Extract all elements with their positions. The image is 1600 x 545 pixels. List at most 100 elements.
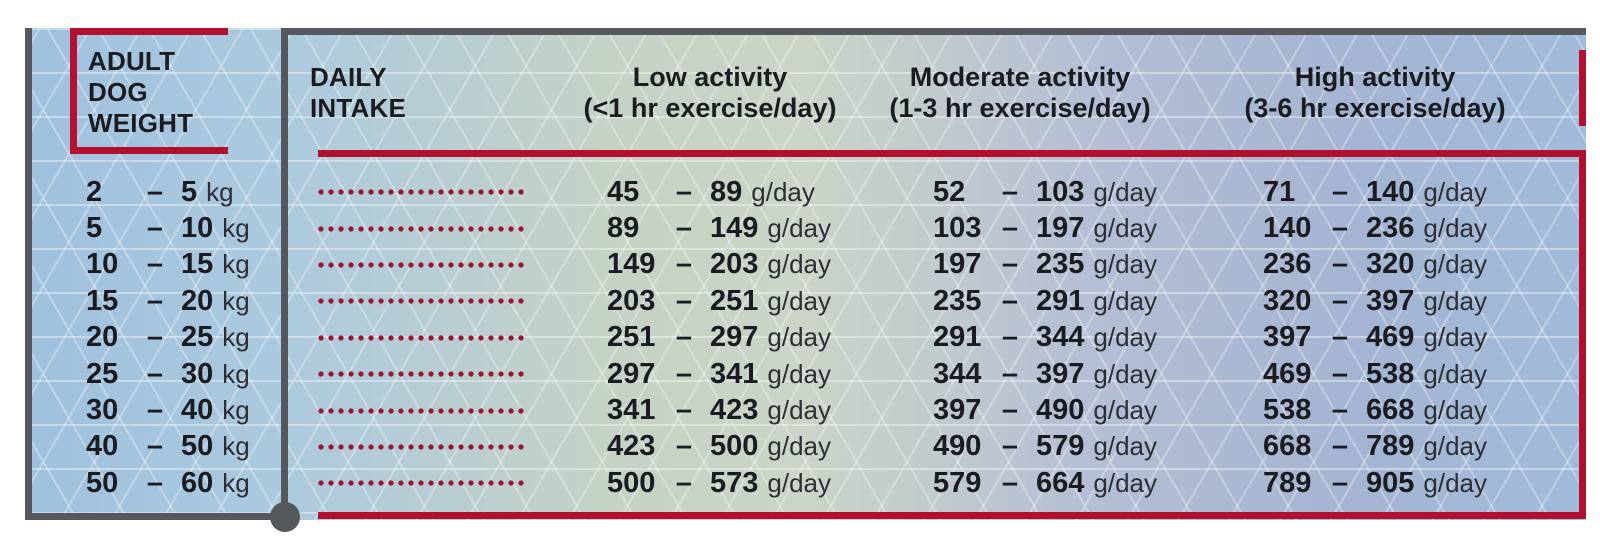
range-end-cell: 320 g/day [1355,248,1563,281]
table-row: 45 –89 g/day [607,174,907,210]
range-end-cell: 251 g/day [699,285,907,318]
table-row [318,174,524,210]
table-row: 25–30 kg [86,356,286,392]
table-row: 320–397 g/day [1263,283,1563,319]
range-start-value: 397 [1263,321,1312,354]
low-activity-title: Low activity [632,62,788,92]
range-end-value: 140 [1366,175,1415,208]
unit-label: kg [222,358,250,389]
dotted-leader-line [318,261,524,268]
range-end-value: 60 [181,466,214,499]
range-dash: – [1331,430,1349,463]
range-end-value: 103 [1036,175,1085,208]
unit-label: g/day [751,176,815,207]
table-row: 297–341 g/day [607,356,907,392]
range-end-value: 297 [710,321,759,354]
table-row [318,247,524,283]
unit-label: g/day [1093,395,1157,426]
table-row [318,320,524,356]
header-right-accent-bar [1579,50,1586,126]
range-end-cell: 89 g/day [699,176,907,209]
range-end-cell: 397 g/day [1025,358,1233,391]
range-dash: – [146,175,164,208]
dotted-leader-line [318,443,524,450]
range-start-value: 251 [607,321,656,354]
range-end-value: 579 [1036,430,1085,463]
range-end-cell: 344 g/day [1025,321,1233,354]
range-start-value: 45 [607,175,640,208]
table-row: 15–20 kg [86,283,286,319]
unit-label: g/day [1423,358,1487,389]
range-end-cell: 60 kg [170,467,286,500]
data-frame-top [318,150,1586,157]
range-dash: – [146,357,164,390]
range-dash: – [1001,466,1019,499]
unit-label: g/day [1423,322,1487,353]
weight-header-line: DOG [88,77,148,107]
range-start-value: 2 [86,175,103,208]
range-end-value: 5 [181,175,198,208]
table-row [318,283,524,319]
range-start-value: 789 [1263,466,1312,499]
unit-label: g/day [1423,213,1487,244]
range-dash: – [146,466,164,499]
table-row: 789–905 g/day [1263,465,1563,501]
range-dash: – [1331,248,1349,281]
range-end-value: 251 [710,284,759,317]
unit-label: g/day [767,431,831,462]
range-dash: – [1331,212,1349,245]
intake-rows [318,174,524,502]
range-dash: – [675,430,693,463]
range-end-cell: 197 g/day [1025,212,1233,245]
range-end-cell: 500 g/day [699,430,907,463]
range-end-cell: 30 kg [170,358,286,391]
low-activity-subtitle: (<1 hr exercise/day) [583,93,837,123]
range-end-value: 15 [181,248,214,281]
unit-label: g/day [1093,213,1157,244]
range-dash: – [146,248,164,281]
range-start-value: 500 [607,466,656,499]
range-end-value: 89 [710,175,743,208]
range-start-value: 30 [86,394,119,427]
range-end-value: 500 [710,430,759,463]
table-row: 579–664 g/day [933,465,1233,501]
range-start-value: 397 [933,394,982,427]
unit-label: kg [222,285,250,316]
range-dash: – [675,284,693,317]
range-dash: – [1001,357,1019,390]
range-dash: – [675,212,693,245]
range-start-value: 15 [86,284,119,317]
range-start-value: 235 [933,284,982,317]
moderate-rows: 52–103 g/day 103–197 g/day 197–235 g/day 235–2… [933,174,1233,502]
unit-label: g/day [1093,467,1157,498]
range-end-cell: 149 g/day [699,212,907,245]
low-activity-header: Low activity (<1 hr exercise/day) [545,62,875,124]
table-row: 251–297 g/day [607,320,907,356]
high-activity-header: High activity (3-6 hr exercise/day) [1205,62,1545,124]
unit-label: kg [222,467,250,498]
range-start-value: 10 [86,248,119,281]
frame-bottom-bar [25,513,288,520]
range-start-value: 538 [1263,394,1312,427]
table-row: 291–344 g/day [933,320,1233,356]
frame-top-bar [281,28,1586,35]
table-row: 235–291 g/day [933,283,1233,319]
low-rows: 45–89 g/day 89–149 g/day 149–203 g/day 203–251… [607,174,907,502]
unit-label: g/day [1423,249,1487,280]
unit-label: g/day [1423,467,1487,498]
high-activity-title: High activity [1294,62,1456,92]
unit-label: kg [222,213,250,244]
table-row: 397–469 g/day [1263,320,1563,356]
range-dash: – [1331,466,1349,499]
range-end-cell: 140 g/day [1355,176,1563,209]
table-row: 2 –5 kg [86,174,286,210]
table-row: 52 –103 g/day [933,174,1233,210]
range-start-value: 20 [86,321,119,354]
range-start-value: 40 [86,430,119,463]
unit-label: g/day [767,358,831,389]
range-end-value: 236 [1366,212,1415,245]
unit-label: g/day [1093,358,1157,389]
range-end-cell: 5 kg [170,176,286,209]
range-dash: – [1001,284,1019,317]
range-dash: – [146,284,164,317]
